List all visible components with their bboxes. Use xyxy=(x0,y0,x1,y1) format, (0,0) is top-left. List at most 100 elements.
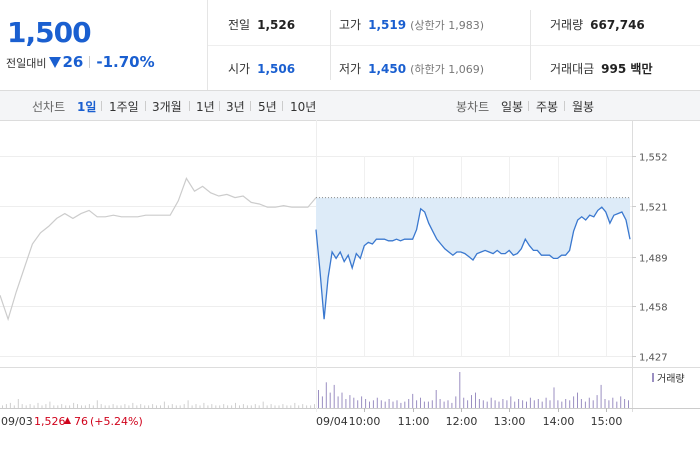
volume-bar xyxy=(435,390,437,408)
volume-bar xyxy=(314,404,315,408)
volume-bar xyxy=(553,387,555,408)
volume-bar xyxy=(235,402,236,408)
volume-bar xyxy=(357,400,359,408)
volume-bar xyxy=(557,400,559,408)
volume-bar xyxy=(416,400,418,408)
tab-weekly-candle[interactable]: 주봉 xyxy=(536,100,559,114)
tab-3-months[interactable]: 3개월 xyxy=(152,100,182,114)
stat-value: 1,519 xyxy=(368,18,407,32)
volume-bar xyxy=(318,390,319,408)
volume-bar xyxy=(104,405,106,408)
lower-limit: (하한가 1,069) xyxy=(410,63,484,76)
volume-bar xyxy=(478,399,480,408)
volume-bar xyxy=(467,400,469,408)
tab-10-years[interactable]: 10년 xyxy=(290,100,317,114)
x-tick-label: 15:00 xyxy=(591,415,623,428)
volume-bar xyxy=(17,399,19,408)
volume-bar xyxy=(33,405,35,408)
volume-bar xyxy=(412,393,414,408)
volume-bar xyxy=(282,404,284,408)
volume-bar xyxy=(325,382,327,408)
tab-1-day[interactable]: 1일 xyxy=(77,100,97,114)
stat-turnover: 거래대금 995 백만 xyxy=(550,60,652,77)
volume-bar xyxy=(132,402,134,408)
y-tick-label: 1,552 xyxy=(639,153,668,164)
volume-bar xyxy=(84,405,86,408)
tab-5-years[interactable]: 5년 xyxy=(258,100,277,114)
volume-bar xyxy=(219,405,221,408)
volume-bar xyxy=(588,397,590,408)
volume-bar xyxy=(384,401,386,408)
volume-bar xyxy=(167,405,169,408)
volume-bar xyxy=(302,404,304,408)
volume-bar xyxy=(160,405,161,408)
stats-col-divider xyxy=(330,10,331,80)
tab-3-years[interactable]: 3년 xyxy=(226,100,245,114)
stat-open: 시가 1,506 xyxy=(228,60,295,77)
volume-bar xyxy=(580,399,582,408)
volume-bar xyxy=(584,401,586,408)
stats-row-divider xyxy=(208,45,700,46)
tab-1-year[interactable]: 1년 xyxy=(196,100,215,114)
x-tick-label: 11:00 xyxy=(398,415,430,428)
volume-bar xyxy=(408,399,410,408)
volume-bar xyxy=(341,392,343,408)
volume-bar xyxy=(376,397,378,408)
stat-value: 1,526 xyxy=(257,18,296,32)
volume-bar xyxy=(345,399,347,408)
volume-bar xyxy=(262,401,264,408)
y-tick-label: 1,458 xyxy=(639,303,668,314)
prev-day-date: 09/03 xyxy=(1,415,33,428)
candle-chart-caption: 봉차트 xyxy=(456,100,490,114)
stat-value: 1,506 xyxy=(257,62,296,76)
volume-bar xyxy=(270,404,272,408)
intraday-price-chart: 1,552 1,521 1,489 1,458 1,427 10:00 11:00 12:00… xyxy=(0,120,700,428)
volume-bar xyxy=(294,402,296,408)
stat-value: 1,450 xyxy=(368,62,407,76)
today-date: 09/04 xyxy=(316,415,348,428)
x-tick-label: 10:00 xyxy=(349,415,381,428)
volume-bar xyxy=(486,401,488,408)
tab-divider xyxy=(250,101,251,111)
volume-bar xyxy=(128,405,130,408)
volume-bar xyxy=(9,402,11,408)
volume-bar xyxy=(171,404,173,408)
volume-bar xyxy=(427,401,429,408)
volume-bar xyxy=(246,405,248,408)
tab-monthly-candle[interactable]: 월봉 xyxy=(572,100,595,114)
up-triangle-icon xyxy=(64,417,71,424)
volume-bar xyxy=(573,396,575,408)
volume-bar xyxy=(266,405,268,408)
volume-bar xyxy=(250,405,252,408)
volume-bar xyxy=(549,400,551,408)
down-triangle-icon xyxy=(49,57,62,68)
tab-1-week[interactable]: 1주일 xyxy=(109,100,139,114)
volume-bar xyxy=(211,404,213,408)
volume-bar xyxy=(565,399,567,408)
tab-divider xyxy=(564,101,565,111)
tab-divider xyxy=(282,101,283,111)
tab-daily-candle[interactable]: 일봉 xyxy=(501,100,524,114)
stat-label: 시가 xyxy=(228,62,251,76)
prev-day-change-percent: (+5.24%) xyxy=(90,415,143,428)
stat-value: 667,746 xyxy=(590,18,645,32)
change-percent: -1.70% xyxy=(96,53,155,71)
volume-bar xyxy=(604,399,606,408)
volume-bar xyxy=(5,404,7,408)
x-tick-label: 14:00 xyxy=(543,415,575,428)
volume-bar xyxy=(191,405,193,408)
volume-bar xyxy=(175,405,177,408)
volume-bar xyxy=(100,404,102,408)
volume-bar xyxy=(92,405,94,408)
volume-bar xyxy=(600,384,602,408)
volume-bar xyxy=(400,402,402,408)
tab-divider xyxy=(219,101,220,111)
volume-bar xyxy=(136,405,138,408)
volume-bar xyxy=(545,397,547,408)
volume-bar xyxy=(526,401,527,408)
volume-bar xyxy=(183,404,185,408)
today-price-line xyxy=(315,206,631,320)
volume-bar xyxy=(569,400,571,408)
volume-legend-swatch xyxy=(652,373,654,382)
stat-label: 고가 xyxy=(339,18,362,32)
